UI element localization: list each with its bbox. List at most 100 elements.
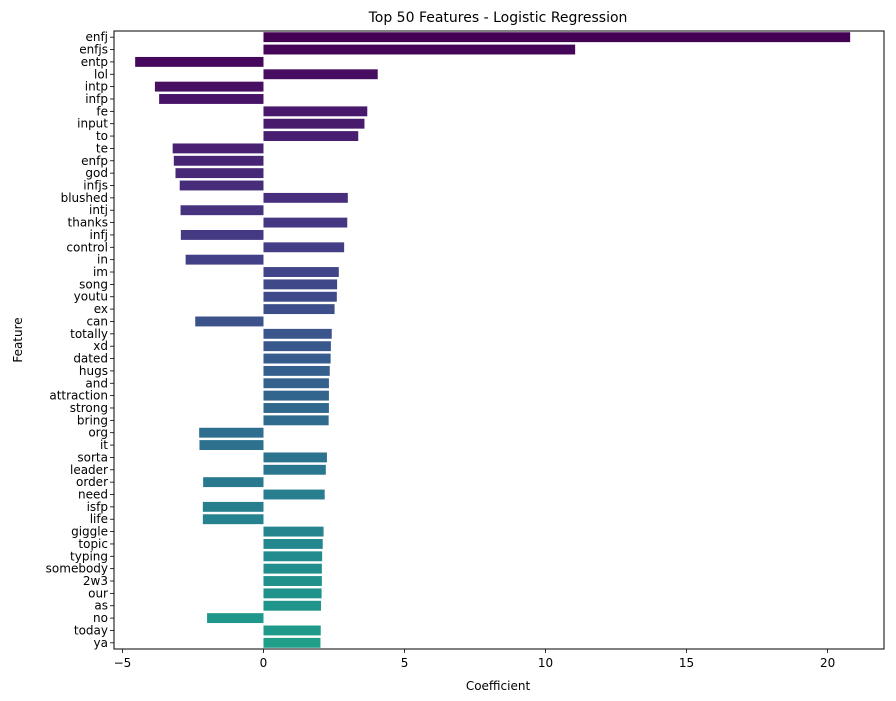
y-axis-ticks: enfjenfjsentplolintpinfpfeinputtoteenfpg…	[46, 30, 114, 650]
bar-no	[207, 613, 264, 624]
bar-leader	[263, 464, 326, 475]
y-tick-label: today	[74, 623, 108, 637]
y-tick-label: entp	[81, 55, 108, 69]
y-tick-label: life	[90, 512, 108, 526]
y-tick-label: enfj	[85, 30, 108, 44]
y-tick-label: as	[94, 599, 108, 613]
bar-enfj	[263, 32, 851, 43]
y-tick-label: attraction	[49, 389, 108, 403]
bar-giggle	[263, 526, 324, 537]
bar-control	[263, 242, 345, 253]
y-tick-label: strong	[70, 401, 108, 415]
y-tick-label: thanks	[68, 216, 108, 230]
y-tick-label: giggle	[71, 525, 108, 539]
y-tick-label: leader	[70, 463, 108, 477]
bars-group	[135, 32, 851, 648]
bar-topic	[263, 538, 323, 549]
y-tick-label: isfp	[87, 500, 108, 514]
bar-as	[263, 600, 322, 611]
x-axis-ticks: −5 0 5 10 15 20	[114, 649, 835, 670]
y-tick-label: typing	[70, 549, 108, 563]
y-tick-label: control	[66, 240, 108, 254]
bar-infjs	[179, 180, 264, 191]
y-tick-label: ya	[94, 636, 108, 650]
bar-thanks	[263, 217, 348, 228]
bar-god	[175, 168, 264, 179]
bar-te	[172, 143, 264, 154]
bar-hugs	[263, 365, 330, 376]
bar-input	[263, 118, 365, 129]
bar-can	[195, 316, 264, 327]
x-tick-label: 15	[679, 656, 694, 670]
y-tick-label: no	[93, 611, 108, 625]
chart-title: Top 50 Features - Logistic Regression	[368, 10, 628, 26]
y-tick-label: te	[96, 141, 108, 155]
bar-need	[263, 489, 325, 500]
y-tick-label: infp	[85, 92, 108, 106]
y-tick-label: to	[96, 129, 108, 143]
bar-fe	[263, 106, 368, 117]
bar-sorta	[263, 452, 327, 463]
bar-ex	[263, 304, 335, 315]
y-tick-label: im	[93, 265, 108, 279]
y-tick-label: can	[86, 314, 108, 328]
bar-typing	[263, 551, 323, 562]
y-tick-label: intj	[89, 203, 108, 217]
y-axis-label: Feature	[11, 317, 25, 362]
y-tick-label: song	[79, 277, 108, 291]
bar-lol	[263, 69, 378, 80]
x-tick-label: 10	[538, 656, 553, 670]
bar-it	[199, 440, 264, 451]
plot-frame	[113, 30, 885, 650]
y-tick-label: 2w3	[83, 574, 108, 588]
bar-intj	[180, 205, 264, 216]
y-tick-label: totally	[70, 327, 108, 341]
y-tick-label: org	[88, 426, 108, 440]
y-tick-label: topic	[78, 537, 108, 551]
bar-attraction	[263, 390, 329, 401]
bar-xd	[263, 341, 331, 352]
bar-infj	[180, 229, 264, 240]
bar-totally	[263, 328, 332, 339]
y-tick-label: infjs	[83, 179, 108, 193]
y-tick-label: enfjs	[79, 43, 108, 57]
x-tick-label: −5	[114, 656, 132, 670]
y-tick-label: our	[88, 586, 108, 600]
bar-somebody	[263, 563, 322, 574]
bar-order	[203, 477, 264, 488]
y-tick-label: hugs	[79, 364, 108, 378]
bar-life	[202, 514, 264, 525]
bar-intp	[154, 81, 264, 92]
bar-strong	[263, 403, 329, 413]
y-tick-label: xd	[93, 339, 108, 353]
bar-enfp	[173, 155, 264, 166]
bar-isfp	[202, 501, 264, 512]
y-tick-label: lol	[94, 67, 108, 81]
bar-entp	[135, 56, 264, 67]
y-tick-label: fe	[96, 104, 108, 118]
bar-2w3	[263, 576, 322, 586]
y-tick-label: and	[85, 376, 108, 390]
bar-im	[263, 267, 339, 277]
y-tick-label: dated	[73, 352, 108, 366]
y-tick-label: input	[77, 117, 108, 131]
y-tick-label: sorta	[77, 450, 108, 464]
x-axis-label: Coefficient	[466, 679, 531, 693]
bar-youtu	[263, 291, 337, 302]
y-tick-label: intp	[85, 80, 108, 94]
x-tick-label: 0	[260, 656, 268, 670]
y-tick-label: need	[78, 488, 108, 502]
bar-in	[185, 254, 264, 265]
y-tick-label: god	[85, 166, 108, 180]
y-tick-label: in	[97, 253, 108, 267]
bar-to	[263, 131, 359, 142]
x-tick-label: 5	[401, 656, 409, 670]
bar-blushed	[263, 192, 348, 203]
y-tick-label: bring	[77, 413, 108, 427]
y-tick-label: ex	[94, 302, 108, 316]
bar-today	[263, 625, 321, 636]
y-tick-label: enfp	[81, 154, 108, 168]
y-tick-label: somebody	[46, 562, 108, 576]
bar-and	[263, 378, 329, 389]
